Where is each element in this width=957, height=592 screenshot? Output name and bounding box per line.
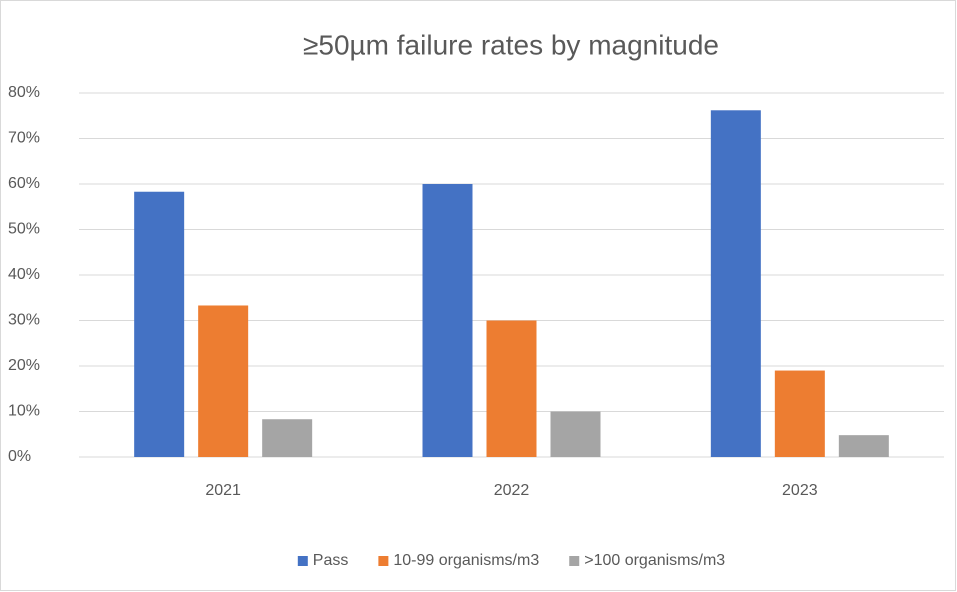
chart-title: ≥50µm failure rates by magnitude xyxy=(303,29,719,60)
y-tick-label: 50% xyxy=(8,221,40,238)
y-tick-label: 0% xyxy=(8,448,31,465)
x-tick-label: 2021 xyxy=(205,482,241,499)
legend-swatch xyxy=(297,556,308,566)
bar xyxy=(422,184,473,457)
bar xyxy=(262,419,313,457)
bar xyxy=(134,191,185,458)
y-tick-label: 30% xyxy=(8,312,40,329)
x-tick-label: 2022 xyxy=(494,482,530,499)
bar xyxy=(838,435,889,457)
bar xyxy=(198,305,249,457)
y-tick-label: 70% xyxy=(8,130,40,147)
bar xyxy=(774,370,825,457)
bar xyxy=(550,411,601,457)
legend-swatch xyxy=(378,556,389,566)
bar xyxy=(710,110,761,457)
y-tick-label: 40% xyxy=(8,266,40,283)
legend-label: >100 organisms/m3 xyxy=(584,552,725,569)
y-tick-label: 60% xyxy=(8,175,40,192)
legend-swatch xyxy=(569,556,580,566)
y-tick-label: 10% xyxy=(8,403,40,420)
legend-label: Pass xyxy=(313,552,349,569)
y-tick-label: 80% xyxy=(8,84,40,101)
x-tick-label: 2023 xyxy=(782,482,818,499)
legend-label: 10-99 organisms/m3 xyxy=(393,552,539,569)
bar xyxy=(486,320,537,457)
y-tick-label: 20% xyxy=(8,357,40,374)
